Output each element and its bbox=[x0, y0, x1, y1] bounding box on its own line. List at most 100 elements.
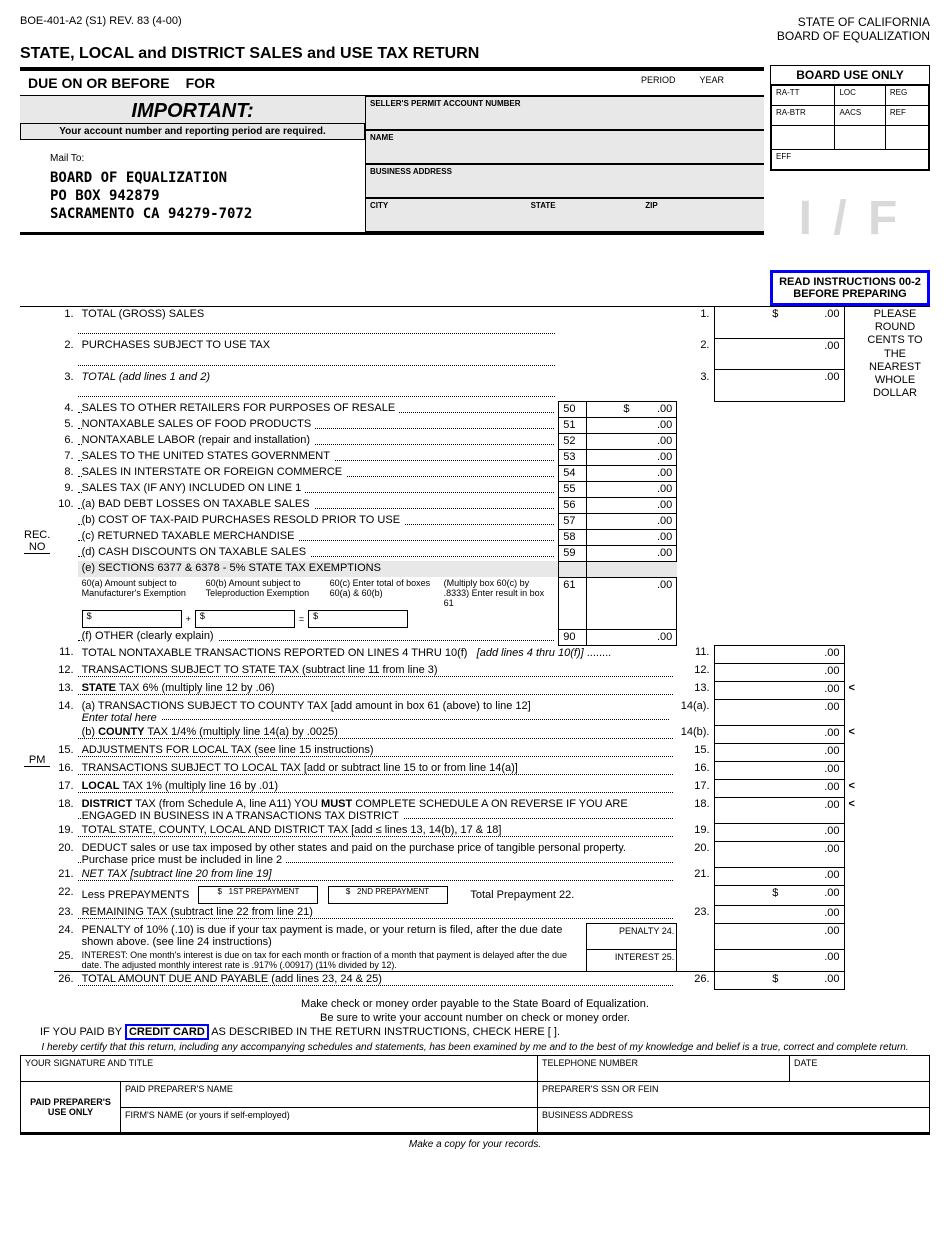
lines-table: REC. NO PM 1. TOTAL (GROSS) SALES 1. $ .… bbox=[20, 306, 930, 990]
aacs: AACS bbox=[835, 106, 885, 126]
amt-10b[interactable]: .00 bbox=[587, 513, 677, 529]
line-17: TAX 1% (multiply line 16 by .01) bbox=[119, 780, 278, 792]
line-10e-mult: (Multiply box 60(c) by .8333) Enter resu… bbox=[444, 578, 555, 608]
pm-label: PM bbox=[24, 754, 50, 767]
reg: REG bbox=[885, 86, 928, 106]
line-10c: (c) RETURNED TAXABLE MERCHANDISE bbox=[82, 530, 299, 542]
amt-14a[interactable]: .00 bbox=[714, 699, 844, 725]
amt-5[interactable]: .00 bbox=[587, 417, 677, 433]
amt-4[interactable]: $ .00 bbox=[587, 401, 677, 417]
name-label[interactable]: NAME bbox=[365, 130, 764, 164]
prep-ssn-field[interactable]: PREPARER'S SSN OR FEIN bbox=[537, 1082, 929, 1108]
tel-field[interactable]: TELEPHONE NUMBER bbox=[537, 1056, 789, 1082]
amt-23[interactable]: .00 bbox=[714, 905, 844, 923]
box-60a[interactable]: $ bbox=[82, 610, 182, 628]
line-10f: (f) OTHER (clearly explain) bbox=[82, 630, 218, 642]
footer-l2: Be sure to write your account number on … bbox=[20, 1012, 930, 1024]
amt-10a[interactable]: .00 bbox=[587, 497, 677, 513]
amt-2[interactable]: .00 bbox=[714, 338, 844, 370]
ref: REF bbox=[885, 106, 928, 126]
amt-12[interactable]: .00 bbox=[714, 663, 844, 681]
amt-11[interactable]: .00 bbox=[714, 645, 844, 663]
certification: I hereby certify that this return, inclu… bbox=[20, 1042, 930, 1053]
for-label: FOR bbox=[178, 71, 629, 95]
amt-7[interactable]: .00 bbox=[587, 449, 677, 465]
line-23: REMAINING TAX (subtract line 22 from lin… bbox=[82, 906, 317, 918]
line-25: INTEREST: One month's interest is due on… bbox=[78, 949, 587, 972]
line-10b: (b) COST OF TAX-PAID PURCHASES RESOLD PR… bbox=[82, 514, 404, 526]
amt-13[interactable]: .00 bbox=[714, 681, 844, 699]
footer: Make check or money order payable to the… bbox=[20, 998, 930, 1053]
box-60c[interactable]: $ bbox=[308, 610, 408, 628]
amt-17[interactable]: .00 bbox=[714, 779, 844, 797]
if-watermark: I / F bbox=[770, 171, 930, 266]
amt-8[interactable]: .00 bbox=[587, 465, 677, 481]
line-10d: (d) CASH DISCOUNTS ON TAXABLE SALES bbox=[82, 546, 311, 558]
amt-19[interactable]: .00 bbox=[714, 823, 844, 841]
sig-field[interactable]: YOUR SIGNATURE AND TITLE bbox=[21, 1056, 538, 1082]
board-use-box: BOARD USE ONLY RA-TTLOCREG RA-BTRAACSREF… bbox=[770, 65, 930, 171]
state-label: STATE OF CALIFORNIA bbox=[777, 15, 930, 29]
mailto-l1: BOARD OF EQUALIZATION bbox=[50, 169, 357, 187]
amt-20[interactable]: .00 bbox=[714, 841, 844, 867]
header: BOE-401-A2 (S1) REV. 83 (4-00) STATE OF … bbox=[20, 15, 930, 43]
permit-acct-label[interactable]: SELLER'S PERMIT ACCOUNT NUMBER bbox=[365, 96, 764, 130]
bus-addr-field[interactable]: BUSINESS ADDRESS bbox=[537, 1108, 929, 1134]
line-2: PURCHASES SUBJECT TO USE TAX bbox=[82, 339, 274, 351]
footer-l1: Make check or money order payable to the… bbox=[20, 998, 930, 1010]
round-note: PLEASE ROUND CENTS TO THE NEAREST WHOLE … bbox=[860, 307, 930, 402]
box-60b[interactable]: $ bbox=[195, 610, 295, 628]
amt-22[interactable]: $ .00 bbox=[714, 885, 844, 905]
amt-18[interactable]: .00 bbox=[714, 797, 844, 823]
amt-90[interactable]: .00 bbox=[587, 629, 677, 645]
rec-label: REC. bbox=[24, 529, 50, 541]
amt-61[interactable]: .00 bbox=[587, 577, 677, 629]
copy-note: Make a copy for your records. bbox=[20, 1139, 930, 1150]
line-20: DEDUCT sales or use tax imposed by other… bbox=[82, 842, 626, 866]
line-26: TOTAL AMOUNT DUE AND PAYABLE (add lines … bbox=[82, 973, 386, 985]
line-4: SALES TO OTHER RETAILERS FOR PURPOSES OF… bbox=[82, 402, 400, 414]
city-label: CITY bbox=[370, 201, 531, 229]
credit-card-link[interactable]: CREDIT CARD bbox=[125, 1024, 209, 1040]
line-13: TAX 6% (multiply line 12 by .06) bbox=[116, 682, 275, 694]
prep-name-field[interactable]: PAID PREPARER'S NAME bbox=[121, 1082, 538, 1108]
firm-field[interactable]: FIRM'S NAME (or yours if self-employed) bbox=[121, 1108, 538, 1134]
preparer-label: PAID PREPARER'S USE ONLY bbox=[21, 1082, 121, 1134]
prepay-2[interactable]: $ 2ND PREPAYMENT bbox=[328, 886, 448, 904]
amt-6[interactable]: .00 bbox=[587, 433, 677, 449]
read-instructions: READ INSTRUCTIONS 00-2 BEFORE PREPARING bbox=[770, 270, 930, 306]
amt-21[interactable]: .00 bbox=[714, 867, 844, 885]
amt-25[interactable]: .00 bbox=[714, 949, 844, 972]
amt-3[interactable]: .00 bbox=[714, 370, 844, 402]
important-sub: Your account number and reporting period… bbox=[20, 123, 365, 140]
amt-10d[interactable]: .00 bbox=[587, 545, 677, 561]
amt-1[interactable]: $ .00 bbox=[714, 307, 844, 339]
amt-26[interactable]: $ .00 bbox=[714, 972, 844, 990]
signature-table: YOUR SIGNATURE AND TITLE TELEPHONE NUMBE… bbox=[20, 1055, 930, 1135]
line-24: PENALTY of 10% (.10) is due if your tax … bbox=[78, 923, 587, 949]
prepay-1[interactable]: $ 1ST PREPAYMENT bbox=[198, 886, 318, 904]
line-1: TOTAL (GROSS) SALES bbox=[82, 308, 209, 320]
mailto-label: Mail To: bbox=[50, 152, 357, 165]
line-10a: (a) BAD DEBT LOSSES ON TAXABLE SALES bbox=[82, 498, 314, 510]
amt-9[interactable]: .00 bbox=[587, 481, 677, 497]
line-19: TOTAL STATE, COUNTY, LOCAL AND DISTRICT … bbox=[82, 824, 506, 836]
line-6: NONTAXABLE LABOR (repair and installatio… bbox=[82, 434, 314, 446]
amt-15[interactable]: .00 bbox=[714, 743, 844, 761]
line-8: SALES IN INTERSTATE OR FOREIGN COMMERCE bbox=[82, 466, 347, 478]
state-label2: STATE bbox=[531, 201, 646, 229]
period-label: PERIOD bbox=[629, 71, 688, 95]
amt-24[interactable]: .00 bbox=[714, 923, 844, 949]
addr-label[interactable]: BUSINESS ADDRESS bbox=[365, 164, 764, 198]
line-12: TRANSACTIONS SUBJECT TO STATE TAX (subtr… bbox=[82, 664, 442, 676]
agency-label: BOARD OF EQUALIZATION bbox=[777, 29, 930, 43]
amt-10c[interactable]: .00 bbox=[587, 529, 677, 545]
line-14a: (a) TRANSACTIONS SUBJECT TO COUNTY TAX [… bbox=[82, 700, 673, 712]
amt-14b[interactable]: .00 bbox=[714, 725, 844, 743]
line-14b: TAX 1/4% (multiply line 14(a) by .0025) bbox=[145, 726, 338, 738]
ra-btr: RA-BTR bbox=[772, 106, 835, 126]
line-5: NONTAXABLE SALES OF FOOD PRODUCTS bbox=[82, 418, 316, 430]
zip-label: ZIP bbox=[645, 201, 760, 229]
date-field[interactable]: DATE bbox=[790, 1056, 930, 1082]
amt-16[interactable]: .00 bbox=[714, 761, 844, 779]
